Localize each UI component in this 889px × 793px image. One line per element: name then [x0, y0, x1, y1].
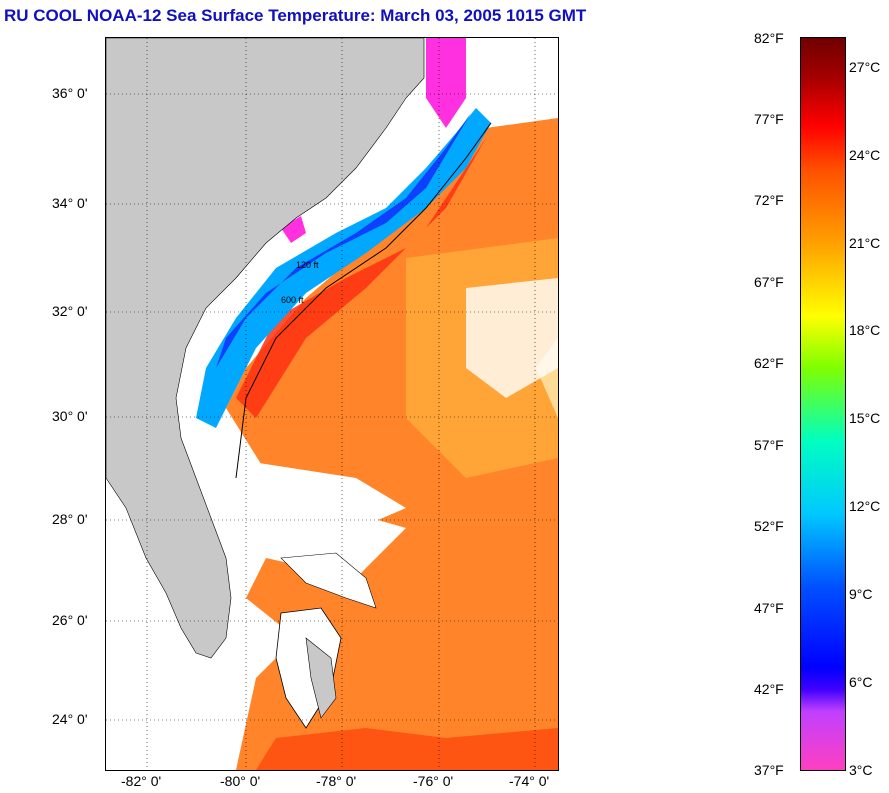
cloud-patch	[466, 278, 558, 398]
colorbar-f-77: 77°F	[754, 111, 784, 127]
cold-bay-water	[281, 216, 306, 243]
colorbar-f-67: 67°F	[754, 274, 784, 290]
colorbar-f-47: 47°F	[754, 600, 784, 616]
lon-label-74: -74° 0'	[509, 773, 550, 789]
little-bahama-bank	[280, 552, 377, 609]
southern-warm-water	[256, 728, 558, 770]
colorbar-c-24: 24°C	[849, 147, 881, 163]
coldest-water	[426, 38, 466, 128]
colorbar-f-52: 52°F	[754, 518, 784, 534]
contour-600ft	[235, 122, 492, 479]
colorbar-f-82: 82°F	[754, 30, 784, 46]
colorbar-f-42: 42°F	[754, 681, 784, 697]
land-mass	[106, 38, 425, 659]
lon-label-82: -82° 0'	[121, 773, 162, 789]
colorbar-c-9: 9°C	[849, 586, 873, 602]
sst-map-canvas: 120 ft 600 ft	[106, 38, 558, 770]
lat-label-24: 24° 0'	[52, 711, 88, 727]
colorbar-c-6: 6°C	[849, 674, 873, 690]
gulf-stream-core	[236, 138, 486, 418]
colorbar-f-72: 72°F	[754, 192, 784, 208]
lon-label-76: -76° 0'	[413, 773, 454, 789]
lat-label-36: 36° 0'	[52, 85, 88, 101]
cloud-band	[226, 458, 406, 538]
colorbar-c-3: 3°C	[849, 762, 873, 778]
contour-label-600: 600 ft	[281, 295, 304, 305]
colorbar-c-12: 12°C	[849, 498, 881, 514]
colorbar-f-37: 37°F	[754, 762, 784, 778]
colorbar-f-57: 57°F	[754, 437, 784, 453]
graticule	[106, 38, 558, 770]
temperature-colorbar	[800, 37, 846, 771]
lon-label-78: -78° 0'	[316, 773, 357, 789]
lat-label-30: 30° 0'	[52, 408, 88, 424]
colorbar-c-18: 18°C	[849, 322, 881, 338]
page-title: RU COOL NOAA-12 Sea Surface Temperature:…	[4, 6, 587, 25]
colorbar-c-27: 27°C	[849, 59, 881, 75]
sst-map[interactable]: 120 ft 600 ft	[105, 37, 559, 771]
colorbar-f-62: 62°F	[754, 355, 784, 371]
contour-label-120: 120 ft	[296, 260, 319, 270]
lat-label-34: 34° 0'	[52, 195, 88, 211]
lon-label-80: -80° 0'	[220, 773, 261, 789]
lat-label-26: 26° 0'	[52, 612, 88, 628]
lat-label-32: 32° 0'	[52, 303, 88, 319]
colorbar-c-15: 15°C	[849, 410, 881, 426]
colorbar-c-21: 21°C	[849, 235, 881, 251]
lat-label-28: 28° 0'	[52, 511, 88, 527]
bahamas-island	[305, 637, 337, 719]
